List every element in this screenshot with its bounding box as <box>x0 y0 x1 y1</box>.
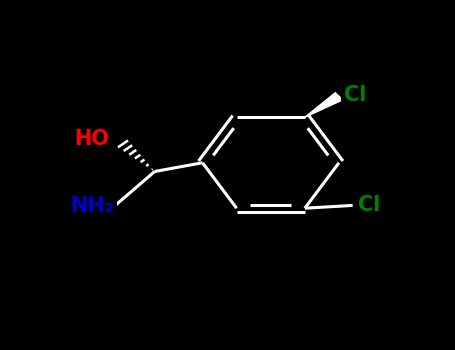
Polygon shape <box>305 93 343 117</box>
Text: HO: HO <box>74 129 109 149</box>
Text: NH₂: NH₂ <box>70 196 114 217</box>
Text: Cl: Cl <box>344 85 367 105</box>
Text: Cl: Cl <box>358 195 380 215</box>
